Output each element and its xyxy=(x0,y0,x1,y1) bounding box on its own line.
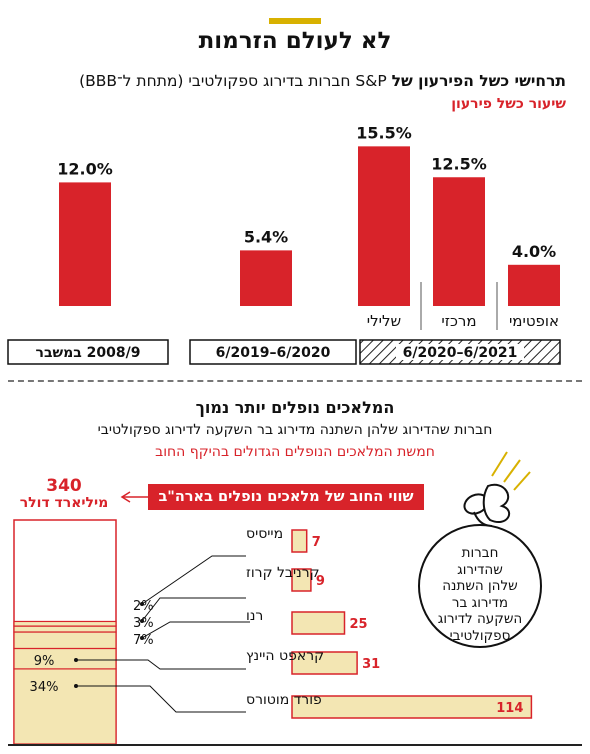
company-name-2: רנו xyxy=(246,608,263,624)
leader-line-3 xyxy=(76,659,246,670)
company-bar-3 xyxy=(291,651,358,675)
company-name-4: פורד מוטורס xyxy=(246,692,322,708)
stack-segment-2 xyxy=(13,631,117,650)
company-bar-2 xyxy=(291,611,346,635)
company-name-0: מייסיס xyxy=(246,526,283,542)
section-divider xyxy=(8,380,582,382)
chart2-subtitle: חברות שהדירוג שלהן השתנה מדירוג בר השקעה… xyxy=(97,422,493,438)
angel-icon xyxy=(463,451,531,527)
company-bar-0 xyxy=(291,529,308,553)
value-label-3: 12.5% xyxy=(431,154,487,173)
stack-segment-3 xyxy=(13,647,117,670)
bar-default-rate-4 xyxy=(508,264,560,306)
chart2-title: המלאכים נופלים יותר נמוך xyxy=(195,398,395,417)
bubble-text: חברות שהדירוג שלהן השתנה מדירוג בר השקעה לדי… xyxy=(418,545,542,644)
leader-dot-0 xyxy=(140,602,144,606)
callout-arrow xyxy=(120,491,148,503)
bar-default-rate-3 xyxy=(433,177,485,306)
bar-default-rate-2 xyxy=(358,146,410,306)
leader-line-2 xyxy=(141,621,250,639)
company-value-1: 9 xyxy=(316,574,325,589)
leader-dot-2 xyxy=(140,636,144,640)
value-label-0: 12.0% xyxy=(57,159,113,178)
bubble-line-2: שלהן השתנה xyxy=(442,578,518,594)
share-label-0: 2% xyxy=(133,599,154,614)
company-bar-4 xyxy=(291,695,533,719)
period-label-2: 6/2021–6/2020 xyxy=(403,345,518,361)
stack-segment-1 xyxy=(13,625,117,633)
leader-line-0 xyxy=(141,555,246,605)
scenario-label-3: מרכזי xyxy=(441,312,476,330)
company-bar-1 xyxy=(291,568,312,592)
company-name-1: קרניבל קרוז xyxy=(246,565,320,581)
debt-stack xyxy=(13,519,117,745)
chart1-title: תרחישי כשל הפירעון של S&P חברות בדירוג ס… xyxy=(0,72,566,90)
leader-dot-3 xyxy=(74,658,78,662)
period-label-bg xyxy=(396,344,524,360)
scenario-label-4: אופטימי xyxy=(509,312,559,330)
bubble-line-3: מדירוג בר xyxy=(451,594,509,611)
debt-callout: שווי החוב של מלאכים נופלים בארה"ב xyxy=(148,484,424,510)
scenario-label-2: שלילי xyxy=(367,312,401,330)
company-value-4: 114 xyxy=(496,701,523,716)
total-debt-unit: מיליארד דולר xyxy=(19,495,109,511)
share-label-2: 7% xyxy=(133,633,154,648)
company-value-3: 31 xyxy=(362,657,380,672)
share-label-3: 9% xyxy=(34,654,55,669)
leader-dot-4 xyxy=(74,684,78,688)
stack-segment-4 xyxy=(13,668,117,745)
bar-default-rate-0 xyxy=(59,182,111,306)
value-label-2: 15.5% xyxy=(356,123,412,142)
share-label-4: 34% xyxy=(30,680,59,695)
total-debt-value: 340 xyxy=(46,476,82,496)
bubble-line-0: חברות xyxy=(461,545,499,561)
stack-segment-0 xyxy=(13,620,117,627)
company-value-2: 25 xyxy=(350,617,368,632)
bubble-line-5: ספקולטיבי xyxy=(449,627,511,644)
chart2-highlight: חמשת המלאכים הנופלים הגדולים בהיקף החוב xyxy=(155,444,435,460)
bottom-rule xyxy=(8,744,582,746)
chart1-subtitle: שיעור כשל פירעון xyxy=(451,96,566,112)
value-label-1: 5.4% xyxy=(244,227,288,246)
company-name-3: קראפט היינץ xyxy=(246,648,324,664)
speech-bubble xyxy=(418,524,542,648)
chart1-period-boxes: 2008/9 במשבר 6/2020–6/2019 6/2021–6/2020 xyxy=(7,339,561,365)
period-box-1 xyxy=(189,339,357,365)
share-label-1: 3% xyxy=(133,616,154,631)
bar-default-rate-1 xyxy=(240,250,292,306)
period-label-0: 2008/9 במשבר xyxy=(36,345,141,361)
chart1-title-rest: S&P חברות בדירוג ספקולטיבי (מתחת ל־BBB) xyxy=(79,72,387,90)
main-title: לא לעולם הזרמות xyxy=(198,28,392,54)
leader-line-1 xyxy=(141,597,246,622)
company-value-0: 7 xyxy=(312,535,321,550)
chart1-bars: 12.0% 5.4% 15.5% שלילי 12.5% מרכזי 4.0% אופטימי xyxy=(57,123,560,330)
leader-line-4 xyxy=(76,685,246,713)
period-label-1: 6/2020–6/2019 xyxy=(216,345,331,361)
value-label-4: 4.0% xyxy=(512,242,556,261)
bubble-line-4: השקעה לדירוג xyxy=(437,611,523,627)
bubble-line-1: שהדירוג xyxy=(457,561,503,578)
leader-dot-1 xyxy=(140,619,144,623)
period-box-0 xyxy=(7,339,169,365)
chart1-title-bold: תרחישי כשל הפירעון של xyxy=(391,72,566,90)
decorative-bar xyxy=(269,18,321,24)
